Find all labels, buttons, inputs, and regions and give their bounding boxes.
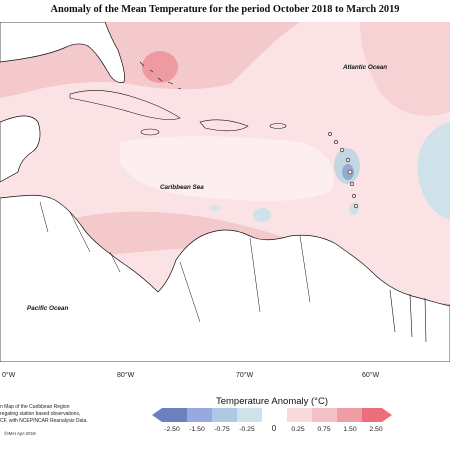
legend-colorbar	[152, 408, 392, 422]
temperature-anomaly-map	[0, 22, 450, 362]
guiana-borders	[389, 289, 427, 343]
legend-swatch	[212, 408, 237, 422]
legend-swatch	[362, 408, 382, 422]
credit-line: CF, with NCEP/NCAR Reanalysis Data.	[0, 418, 88, 424]
credit-line: n Map of the Caribbean Region	[0, 404, 70, 410]
legend-swatch	[382, 408, 392, 422]
legend-title: Temperature Anomaly (°C)	[215, 396, 329, 407]
legend-tick: -2.50	[164, 426, 180, 433]
land-bahamas	[139, 61, 182, 90]
legend-tick: -0.25	[239, 426, 255, 433]
legend-swatch	[237, 408, 262, 422]
atlantic-ocean-label: Atlantic Ocean	[343, 64, 388, 71]
longitude-label: 0°W	[2, 372, 16, 379]
map-title: Anomaly of the Mean Temperature for the …	[50, 4, 400, 15]
legend-tick: 0	[271, 424, 277, 433]
copyright: ©IMH Apr-2019	[4, 431, 36, 436]
warm-anomaly-bahamas	[142, 51, 178, 83]
legend-swatch	[312, 408, 337, 422]
land-central-south-america	[0, 194, 450, 362]
legend-tick: -1.50	[189, 426, 205, 433]
legend-tick: -0.75	[214, 426, 230, 433]
legend-tick: 2.50	[369, 426, 383, 433]
legend-tick: 1.50	[343, 426, 357, 433]
land-north-america	[0, 22, 125, 83]
pacific-ocean-label: Pacific Ocean	[27, 305, 69, 312]
land-puerto-rico	[269, 123, 287, 129]
land-hispaniola	[199, 119, 249, 132]
legend-swatch	[152, 408, 162, 422]
legend-tick: 0.75	[317, 426, 331, 433]
credit-line: regating station based observations,	[0, 411, 81, 417]
caribbean-sea-label: Caribbean Sea	[160, 184, 204, 191]
legend-swatch	[262, 408, 287, 422]
warm-anomaly-east	[360, 22, 450, 116]
cool-anomaly-caribbean	[253, 208, 271, 222]
cool-anomaly-atlantic	[417, 122, 450, 220]
land-lesser-antilles	[328, 132, 359, 209]
land-mexico	[0, 115, 41, 183]
neutral-area-central	[120, 136, 334, 201]
legend-swatch	[287, 408, 312, 422]
cool-anomaly-small	[209, 205, 221, 211]
legend-tick: 0.25	[291, 426, 305, 433]
legend-swatch	[162, 408, 187, 422]
longitude-label: 70°W	[236, 372, 254, 379]
country-borders	[39, 201, 311, 323]
land-jamaica	[140, 128, 160, 136]
longitude-label: 80°W	[117, 372, 135, 379]
legend-swatch	[187, 408, 212, 422]
longitude-label: 60°W	[362, 372, 380, 379]
legend-swatch	[337, 408, 362, 422]
land-cuba	[69, 90, 181, 120]
